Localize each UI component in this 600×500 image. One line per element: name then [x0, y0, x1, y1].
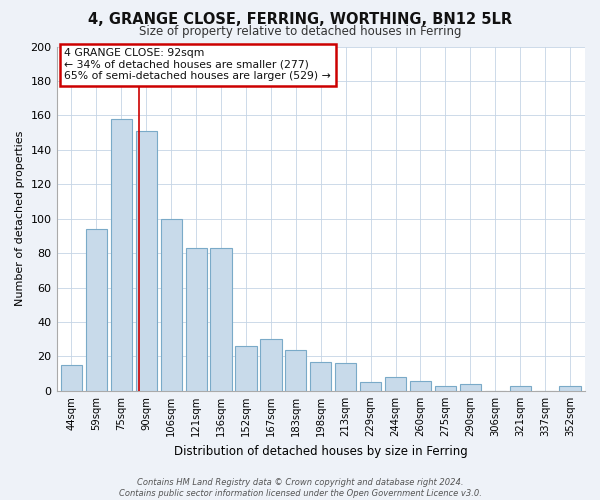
Bar — [410, 380, 431, 391]
Bar — [211, 248, 232, 391]
Bar — [185, 248, 207, 391]
Text: Contains HM Land Registry data © Crown copyright and database right 2024.
Contai: Contains HM Land Registry data © Crown c… — [119, 478, 481, 498]
Bar — [435, 386, 456, 391]
Bar — [61, 365, 82, 391]
Bar — [285, 350, 307, 391]
Bar — [111, 119, 132, 391]
Bar — [509, 386, 531, 391]
Bar — [360, 382, 381, 391]
Bar — [460, 384, 481, 391]
Bar — [136, 131, 157, 391]
Text: 4 GRANGE CLOSE: 92sqm
← 34% of detached houses are smaller (277)
65% of semi-det: 4 GRANGE CLOSE: 92sqm ← 34% of detached … — [64, 48, 331, 82]
X-axis label: Distribution of detached houses by size in Ferring: Distribution of detached houses by size … — [174, 444, 467, 458]
Text: 4, GRANGE CLOSE, FERRING, WORTHING, BN12 5LR: 4, GRANGE CLOSE, FERRING, WORTHING, BN12… — [88, 12, 512, 28]
Bar — [260, 340, 281, 391]
Y-axis label: Number of detached properties: Number of detached properties — [15, 131, 25, 306]
Bar — [335, 364, 356, 391]
Text: Size of property relative to detached houses in Ferring: Size of property relative to detached ho… — [139, 25, 461, 38]
Bar — [235, 346, 257, 391]
Bar — [385, 377, 406, 391]
Bar — [559, 386, 581, 391]
Bar — [86, 229, 107, 391]
Bar — [310, 362, 331, 391]
Bar — [161, 218, 182, 391]
